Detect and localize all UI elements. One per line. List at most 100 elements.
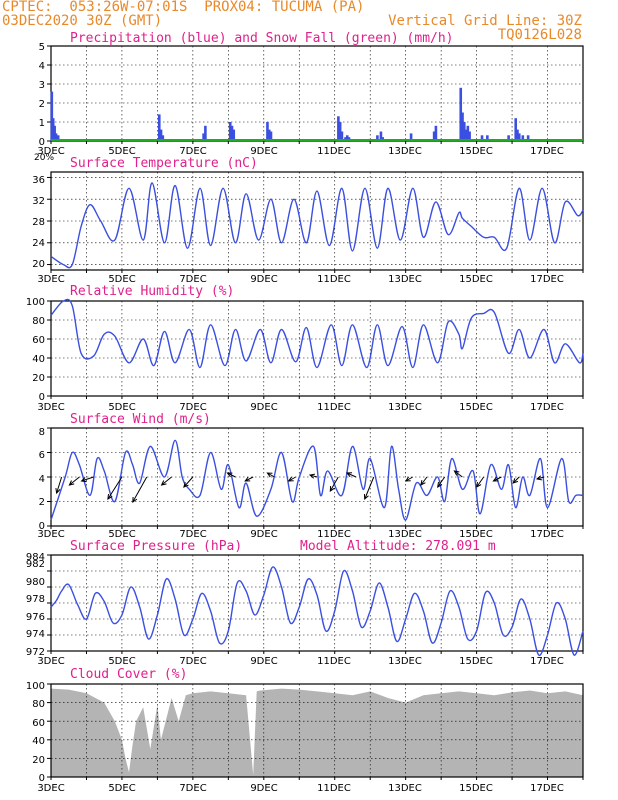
panel-border [50, 683, 584, 778]
rh-y-ticks: 0 20 40 60 80 100 [26, 297, 45, 403]
precip-xlabel-8: 17DEC [530, 146, 564, 157]
precip-bar [340, 131, 344, 141]
precip-bar [459, 87, 463, 141]
rh-xlabel-8: 17DEC [530, 402, 564, 413]
precip-xlabel-6: 13DEC [388, 146, 422, 157]
temp-title: Surface Temperature (nC) [70, 156, 258, 171]
precip-bar [514, 118, 518, 141]
precip-tick-4: 4 [39, 61, 45, 72]
precip-bar [521, 135, 525, 141]
wind-arrowhead [132, 496, 138, 504]
precip-bar [50, 91, 54, 141]
precip-tick-5: 5 [39, 42, 45, 53]
wind-vector [56, 476, 63, 494]
panel-border [50, 45, 584, 142]
pres-xlabel-1: 3DEC [37, 656, 64, 667]
panel-border [50, 171, 584, 271]
precip-bar [202, 133, 205, 141]
wind-arrowhead [476, 482, 482, 488]
wind-arrowhead [329, 485, 335, 492]
pres-x-labels: 3DEC 5DEC 7DEC 9DEC 11DEC 13DEC 15DEC 17… [37, 656, 564, 667]
wind-vector [536, 476, 545, 480]
precip-title: Precipitation (blue) and Snow Fall (gree… [70, 31, 454, 46]
precip-bar [462, 122, 466, 141]
wind-tick-0: 0 [39, 521, 45, 532]
precip-bar [269, 131, 273, 141]
precip-bar [526, 135, 530, 141]
precip-bar [56, 135, 60, 141]
cloud-xlabel-7: 15DEC [459, 783, 493, 794]
precip-xlabel-1: 3DEC [37, 146, 64, 157]
pres-tick-976: 976 [26, 612, 45, 623]
wind-arrowhead [492, 476, 499, 482]
cloud-x-labels: 3DEC 5DEC 7DEC 9DEC 11DEC 13DEC 15DEC 17… [37, 783, 564, 794]
wind-frame [47, 427, 584, 529]
pres-xlabel-6: 13DEC [388, 656, 422, 667]
precip-bar [409, 133, 413, 141]
precip-bar [345, 135, 349, 141]
panel-border [50, 554, 584, 652]
wind-arrowhead [226, 472, 233, 478]
cloud-tick-40: 40 [32, 736, 45, 747]
precip-bar [507, 135, 510, 141]
precip-bar [432, 131, 436, 141]
temp-frame [47, 171, 584, 273]
temp-line [50, 182, 584, 269]
pres-tick-980: 980 [26, 577, 45, 588]
wind-xlabel-7: 15DEC [459, 529, 493, 540]
temp-panel: Surface Temperature (nC) 20 24 28 32 36 … [32, 156, 584, 285]
temp-xlabel-3: 7DEC [179, 274, 206, 285]
cloud-xlabel-1: 3DEC [37, 783, 64, 794]
temp-tick-28: 28 [32, 217, 45, 228]
pres-xlabel-7: 15DEC [459, 656, 493, 667]
pres-tick-982: 982 [26, 559, 45, 570]
precip-bar [379, 131, 383, 141]
cloud-xlabel-4: 9DEC [250, 783, 277, 794]
rh-tick-20: 20 [32, 373, 45, 384]
wind-vector [476, 476, 485, 488]
rh-xlabel-1: 3DEC [37, 402, 64, 413]
wind-arrowhead [404, 476, 411, 482]
precip-bar [461, 112, 464, 141]
wind-xlabel-3: 7DEC [179, 529, 206, 540]
precip-xlabel-7: 15DEC [459, 146, 493, 157]
cloud-tick-0: 0 [39, 773, 45, 784]
rh-xlabel-5: 11DEC [317, 402, 351, 413]
pres-line [50, 566, 584, 656]
precip-bar [232, 129, 236, 141]
wind-xlabel-4: 9DEC [250, 529, 277, 540]
pres-xlabel-3: 7DEC [179, 656, 206, 667]
precip-bar [228, 122, 232, 141]
wind-arrowhead [80, 477, 87, 483]
precip-stub: 20% [34, 153, 54, 163]
wind-arrowhead [68, 480, 75, 486]
rh-xlabel-7: 15DEC [459, 402, 493, 413]
wind-xlabel-8: 17DEC [530, 529, 564, 540]
wind-y-ticks: 0 2 4 6 8 [39, 427, 45, 532]
wind-vector [107, 476, 123, 500]
wind-arrowhead [512, 478, 519, 484]
pres-xlabel-4: 9DEC [250, 656, 277, 667]
wind-arrowhead [107, 493, 113, 500]
wind-vector [512, 476, 520, 484]
pres-title: Surface Pressure (hPa) [70, 539, 242, 554]
cloud-xlabel-8: 17DEC [530, 783, 564, 794]
rh-xlabel-6: 13DEC [388, 402, 422, 413]
precip-y-ticks: 0 1 2 3 4 5 [39, 42, 45, 148]
precip-bar [517, 133, 521, 141]
wind-tick-4: 4 [39, 474, 45, 485]
rh-line [50, 298, 584, 369]
precip-bar [157, 114, 161, 141]
temp-xlabel-2: 5DEC [108, 274, 135, 285]
wind-arrowhead [244, 476, 251, 482]
precip-bars [50, 87, 583, 141]
wind-xlabel-2: 5DEC [108, 529, 135, 540]
rh-tick-40: 40 [32, 354, 45, 365]
pres-panel: Surface Pressure (hPa) Model Altitude: 2… [26, 539, 584, 667]
wind-arrowhead [345, 472, 353, 478]
precip-xlabel-4: 9DEC [250, 146, 277, 157]
pres-xlabel-8: 17DEC [530, 656, 564, 667]
rh-xlabel-3: 7DEC [179, 402, 206, 413]
temp-x-labels: 3DEC 5DEC 7DEC 9DEC 11DEC 13DEC 15DEC 17… [37, 274, 564, 285]
wind-vector [244, 476, 254, 482]
